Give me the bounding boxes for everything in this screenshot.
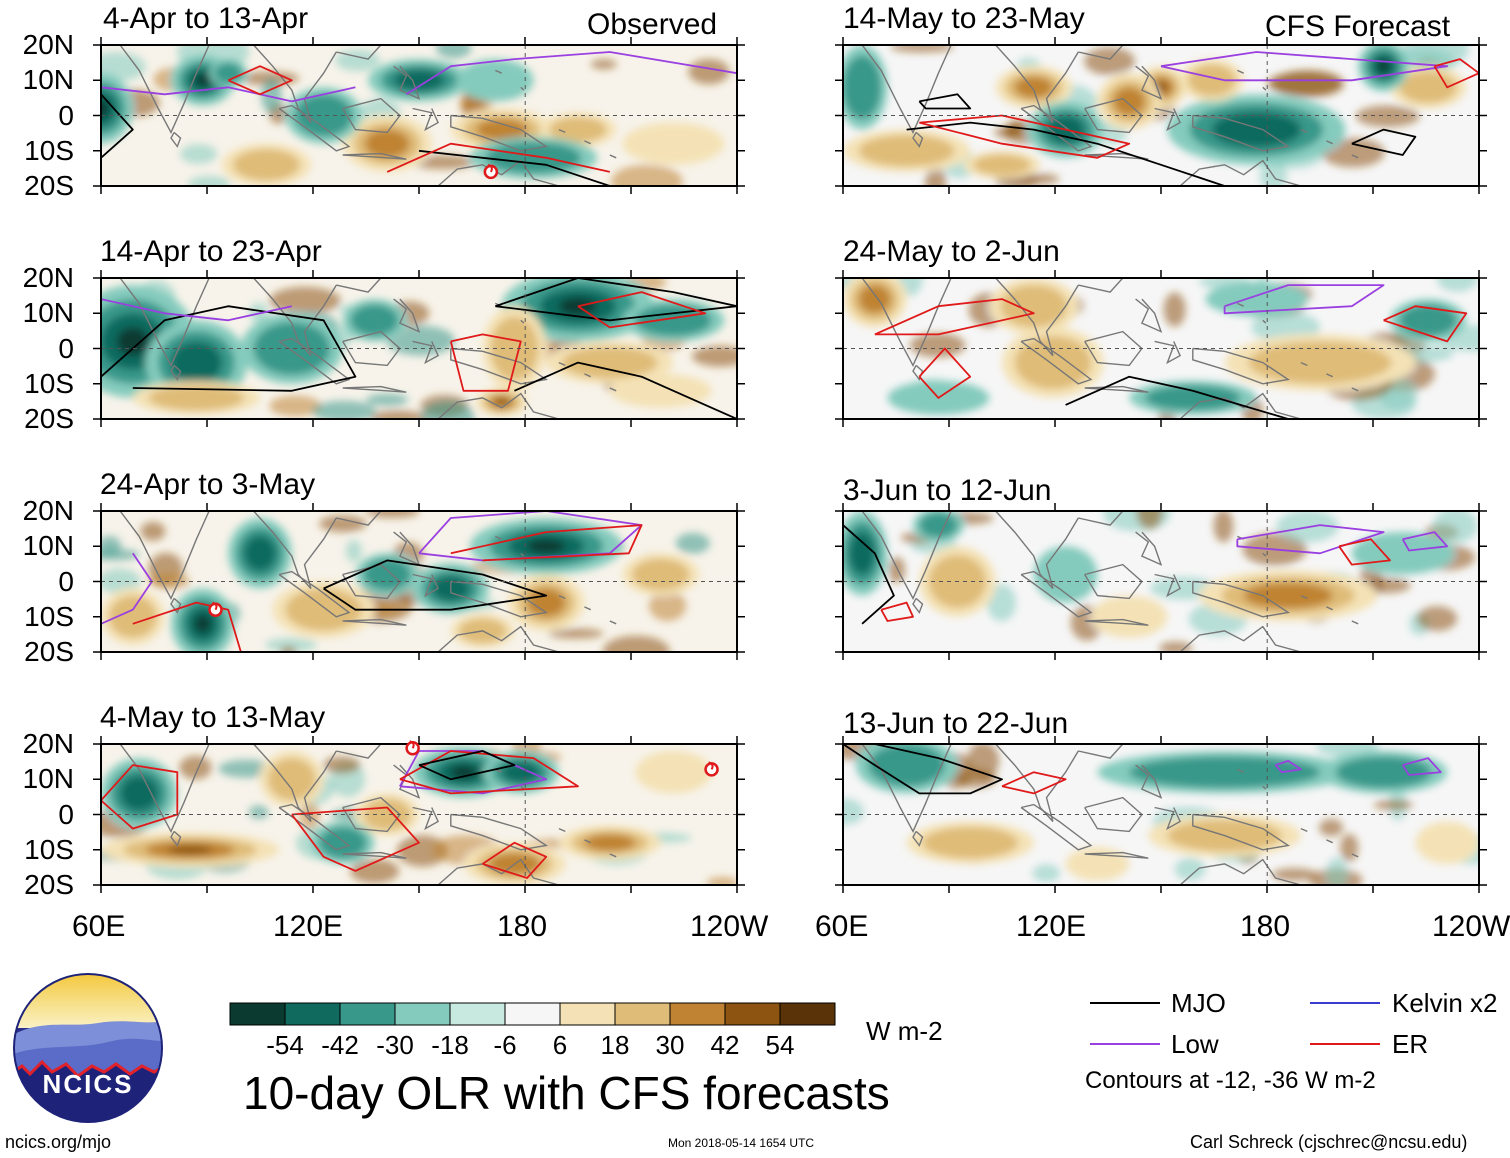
colorbar-label: -54 (266, 1030, 304, 1060)
colorbar-swatch (284, 1002, 341, 1026)
lon-label-120w: 120W (690, 910, 769, 943)
ncics-logo: NCICS (13, 973, 163, 1123)
tropical-cyclone-icon (704, 761, 719, 777)
lat-label: 20N (22, 29, 74, 60)
lat-label: 20S (24, 636, 74, 667)
colorbar-label: 54 (765, 1030, 795, 1060)
lon-label-60e: 60E (72, 910, 126, 943)
lon-label-120e: 120E (273, 910, 344, 943)
axis-ticks (93, 37, 745, 194)
logo-text: NCICS (43, 1069, 134, 1099)
panel-title-obs-3: 24-Apr to 3-May (100, 468, 316, 501)
lon-label-120w-right: 120W (1432, 910, 1510, 943)
map-panel (101, 45, 737, 186)
timestamp: Mon 2018-05-14 1654 UTC (668, 1136, 815, 1150)
author-credit: Carl Schreck (cjschrec@ncsu.edu) (1190, 1132, 1468, 1152)
colorbar-label: -6 (493, 1030, 517, 1060)
column-label-observed: Observed (587, 8, 718, 41)
lon-label-120e-right: 120E (1016, 910, 1087, 943)
column-label-cfs-forecast: CFS Forecast (1265, 10, 1451, 43)
colorbar-swatch (559, 1002, 616, 1026)
lat-label: 0 (58, 798, 74, 830)
axis-ticks (93, 503, 745, 660)
map-panel (843, 511, 1479, 652)
map-panel (101, 278, 737, 419)
lat-label: 0 (58, 332, 74, 364)
map-panel (101, 511, 737, 652)
lat-label: 10S (24, 367, 74, 399)
colorbar-swatch (449, 1002, 506, 1026)
lat-label: 10S (24, 600, 74, 632)
legend-label-low: Low (1171, 1029, 1219, 1059)
colorbar-swatch (339, 1002, 396, 1026)
colorbar-swatch (229, 1002, 286, 1026)
lat-label: 10N (22, 64, 74, 96)
tropical-cyclone-icon (208, 601, 223, 617)
map-panel (843, 744, 1479, 885)
lat-label: 10N (22, 530, 74, 562)
colorbar-label: 6 (552, 1030, 568, 1060)
legend-label-mjo: MJO (1171, 988, 1226, 1018)
colorbar-swatch (394, 1002, 451, 1026)
colorbar-label: -30 (376, 1030, 414, 1060)
lat-label: 10N (22, 297, 74, 329)
lat-label: 20S (24, 170, 74, 201)
colorbar-swatch (724, 1002, 781, 1026)
legend-label-kelvin: Kelvin x2 (1392, 988, 1498, 1018)
legend-label-er: ER (1392, 1029, 1429, 1059)
lat-label: 10S (24, 833, 74, 865)
map-panel (843, 45, 1479, 186)
lat-label: 10N (22, 763, 74, 795)
tropical-cyclone-icon (483, 163, 499, 180)
lat-label: 20N (22, 495, 74, 526)
figure-title: 10-day OLR with CFS forecasts (243, 1067, 890, 1119)
axis-ticks (93, 270, 745, 427)
axis-ticks (835, 270, 1487, 427)
legend-note: Contours at -12, -36 W m-2 (1085, 1067, 1376, 1094)
colorbar-swatch (504, 1002, 561, 1026)
map-panel (843, 278, 1479, 419)
axis-ticks (835, 503, 1487, 660)
panel-title-obs-1: 4-Apr to 13-Apr (103, 2, 309, 35)
panel-title-fcst-4: 13-Jun to 22-Jun (843, 707, 1069, 740)
lon-label-180: 180 (497, 910, 548, 943)
panel-title-fcst-2: 24-May to 2-Jun (843, 235, 1060, 268)
lat-label: 0 (58, 565, 74, 597)
map-panel (101, 744, 737, 885)
lon-label-180-right: 180 (1240, 910, 1291, 943)
tropical-cyclone-icon (405, 740, 420, 756)
lat-label: 20S (24, 403, 74, 434)
panel-title-fcst-1: 14-May to 23-May (843, 2, 1085, 35)
colorbar-swatch (614, 1002, 671, 1026)
lat-label: 10S (24, 134, 74, 166)
lat-label: 20S (24, 869, 74, 900)
colorbar (229, 1002, 836, 1026)
colorbar-label: 42 (710, 1030, 740, 1060)
axis-ticks (93, 736, 745, 893)
axis-ticks (835, 736, 1487, 893)
lon-label-60e-right: 60E (815, 910, 869, 943)
lat-label: 0 (58, 99, 74, 131)
panel-title-obs-4: 4-May to 13-May (100, 701, 326, 734)
colorbar-units: W m-2 (866, 1016, 943, 1046)
colorbar-label: -18 (431, 1030, 469, 1060)
lat-label: 20N (22, 262, 74, 293)
panel-title-fcst-3: 3-Jun to 12-Jun (843, 474, 1052, 507)
website-link[interactable]: ncics.org/mjo (5, 1132, 112, 1152)
panel-title-obs-2: 14-Apr to 23-Apr (100, 235, 322, 268)
axis-ticks (835, 37, 1487, 194)
lat-label: 20N (22, 728, 74, 759)
colorbar-label: 30 (655, 1030, 685, 1060)
colorbar-swatch (669, 1002, 726, 1026)
colorbar-label: -42 (321, 1030, 359, 1060)
colorbar-label: 18 (600, 1030, 630, 1060)
colorbar-swatch (779, 1002, 836, 1026)
legend-lines (1090, 1002, 1380, 1045)
